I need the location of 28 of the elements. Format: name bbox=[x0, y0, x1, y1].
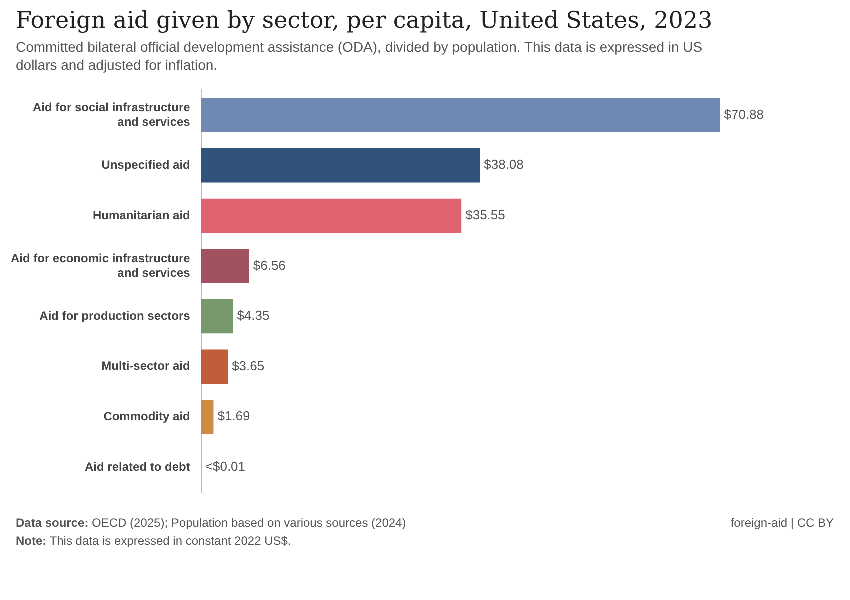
data-label: <$0.01 bbox=[205, 459, 246, 474]
bar bbox=[201, 199, 462, 234]
y-tick-label: Commodity aid bbox=[104, 410, 190, 424]
text: Note: This data is expressed in constant 2022 US$. bbox=[16, 534, 292, 548]
bar bbox=[201, 300, 234, 334]
y-tick-label: Multi-sector aid bbox=[102, 360, 190, 374]
bar bbox=[201, 250, 250, 284]
y-tick-label: Aid for social infrastructure and services bbox=[32, 100, 191, 130]
data-label: $4.35 bbox=[237, 308, 270, 324]
y-tick-label: Humanitarian aid bbox=[93, 208, 190, 223]
source-note: Data source: OECD (2025); Population based on various sources (2024) bbox=[16, 516, 406, 530]
bar bbox=[201, 148, 480, 184]
chart-subtitle: Committed bilateral official development assistance (ODA), divided by population. This data is expressed in US dollars and adjusted for inflation. bbox=[16, 38, 704, 74]
y-tick-label: Aid for economic infrastructure and services bbox=[10, 252, 191, 280]
data-label: $1.69 bbox=[218, 409, 250, 424]
data-label: $35.55 bbox=[466, 208, 506, 223]
bar bbox=[201, 400, 214, 435]
y-tick-label: Unspecified aid bbox=[102, 158, 190, 172]
bar bbox=[201, 98, 720, 133]
data-label: $38.08 bbox=[484, 158, 524, 173]
data-label: $6.56 bbox=[253, 258, 286, 274]
bar bbox=[201, 350, 228, 384]
data-label: $3.65 bbox=[232, 358, 265, 374]
chart-title: Foreign aid given by sector, per capita, United States, 2023 bbox=[16, 8, 714, 34]
y-tick-label: Aid for production sectors bbox=[40, 309, 191, 324]
text: foreign-aid | CC BY bbox=[730, 516, 834, 530]
data-label: $70.88 bbox=[724, 107, 764, 122]
y-tick-label: Aid related to debt bbox=[85, 460, 190, 474]
